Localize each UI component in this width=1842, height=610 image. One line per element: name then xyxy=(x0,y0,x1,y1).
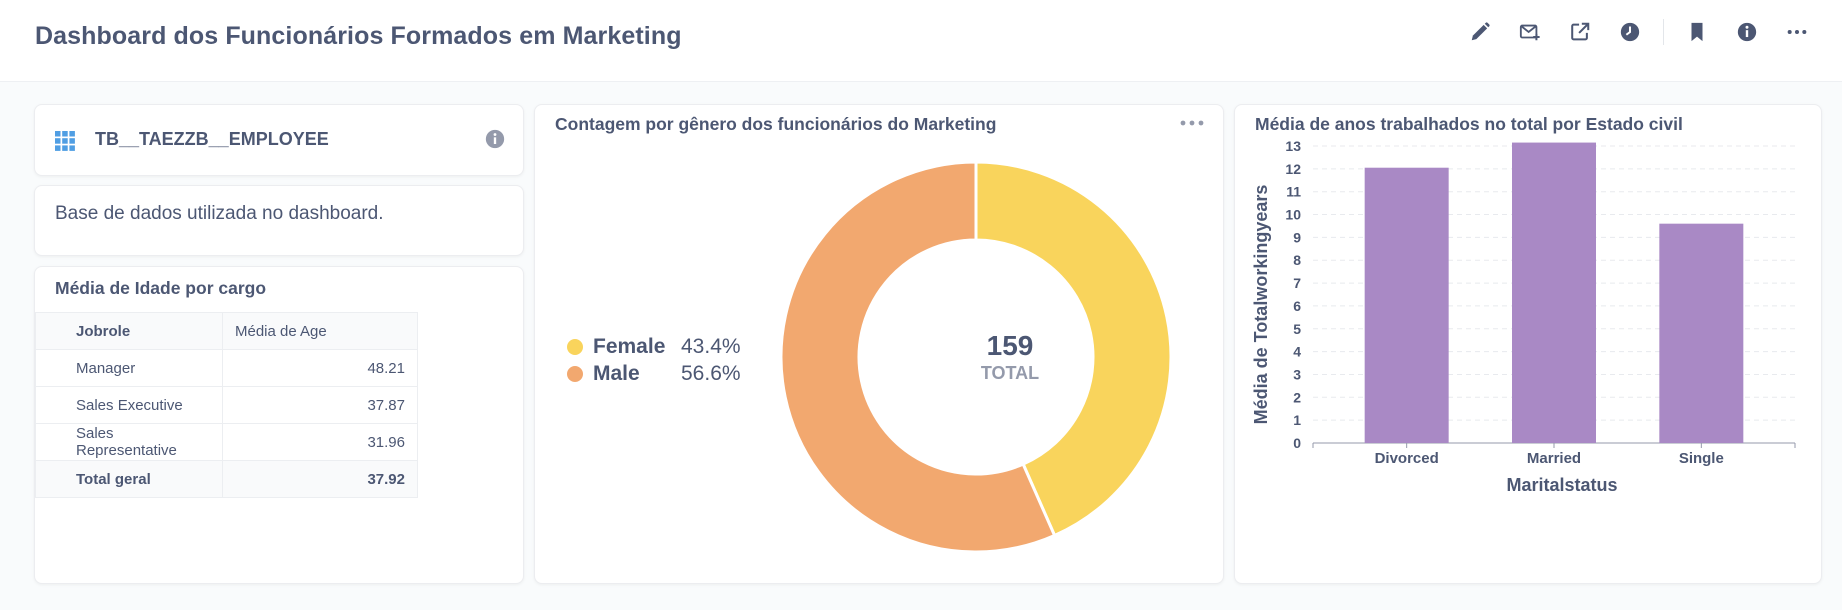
legend-swatch xyxy=(567,338,583,355)
table-row: Manager 48.21 xyxy=(35,349,418,387)
age-table-card: Média de Idade por cargo Jobrole Média d… xyxy=(34,266,524,584)
y-tick-label: 8 xyxy=(1293,252,1301,268)
row-value: 37.87 xyxy=(222,386,418,424)
y-tick-label: 4 xyxy=(1293,344,1301,360)
age-table: Jobrole Média de Age Manager 48.21 Sales… xyxy=(35,312,418,498)
row-value: 31.96 xyxy=(222,423,418,461)
legend-name: Female xyxy=(593,334,666,358)
y-tick-label: 0 xyxy=(1293,435,1301,451)
legend-swatch xyxy=(567,365,583,382)
legend-item-female[interactable]: Female 43.4% xyxy=(567,333,741,360)
x-tick-label: Divorced xyxy=(1375,450,1439,467)
total-value: 37.92 xyxy=(222,460,418,498)
table-name: TB__TAEZZB__EMPLOYEE xyxy=(95,129,329,149)
info-icon[interactable] xyxy=(1722,18,1772,46)
more-icon[interactable] xyxy=(1772,18,1822,46)
column-header-media-age[interactable]: Média de Age xyxy=(222,312,418,350)
grid-icon xyxy=(55,131,75,156)
history-icon[interactable] xyxy=(1605,18,1655,46)
donut-chart xyxy=(779,160,1173,554)
y-axis-label: Média de Totalworkingyears xyxy=(1251,185,1271,425)
text-card: Base de dados utilizada no dashboard. xyxy=(34,185,524,256)
bar-divorced[interactable] xyxy=(1364,167,1449,443)
legend-item-male[interactable]: Male 56.6% xyxy=(567,360,741,387)
x-tick-label: Single xyxy=(1679,450,1724,467)
bookmark-icon[interactable] xyxy=(1672,18,1722,46)
row-label: Sales Representative xyxy=(35,423,223,461)
bar-chart-title[interactable]: Média de anos trabalhados no total por E… xyxy=(1255,114,1683,134)
y-tick-label: 5 xyxy=(1293,321,1301,337)
subscription-icon[interactable] xyxy=(1505,18,1555,46)
table-total-row: Total geral 37.92 xyxy=(35,460,418,498)
info-icon[interactable] xyxy=(485,129,505,154)
more-icon[interactable] xyxy=(1179,113,1205,138)
legend-name: Male xyxy=(593,361,640,385)
donut-legend: Female 43.4% Male 56.6% xyxy=(567,333,741,387)
total-label: Total geral xyxy=(35,460,223,498)
bar-married[interactable] xyxy=(1512,142,1596,444)
y-tick-label: 10 xyxy=(1285,207,1301,223)
legend-percent: 43.4% xyxy=(681,334,741,358)
table-source-card[interactable]: TB__TAEZZB__EMPLOYEE xyxy=(34,104,524,176)
y-tick-label: 1 xyxy=(1293,412,1301,428)
row-label: Manager xyxy=(35,349,223,387)
x-tick-label: Married xyxy=(1527,450,1581,467)
dashboard-header: Dashboard dos Funcionários Formados em M… xyxy=(0,0,1842,82)
marital-bar-card: Média de anos trabalhados no total por E… xyxy=(1234,104,1822,584)
pencil-icon[interactable] xyxy=(1455,18,1505,46)
header-separator xyxy=(1663,19,1664,45)
y-tick-label: 6 xyxy=(1293,298,1301,314)
donut-slice-male[interactable] xyxy=(779,160,1057,554)
y-tick-label: 9 xyxy=(1293,229,1301,245)
dashboard-title: Dashboard dos Funcionários Formados em M… xyxy=(35,22,682,50)
donut-total-label: TOTAL xyxy=(980,363,1040,383)
column-header-jobrole[interactable]: Jobrole xyxy=(35,312,223,350)
y-tick-label: 3 xyxy=(1293,366,1301,382)
table-row: Sales Executive 37.87 xyxy=(35,386,418,424)
row-value: 48.21 xyxy=(222,349,418,387)
y-tick-label: 2 xyxy=(1293,389,1301,405)
y-tick-label: 7 xyxy=(1293,275,1301,291)
x-axis-label: Maritalstatus xyxy=(1506,475,1617,495)
y-tick-label: 12 xyxy=(1285,161,1301,177)
age-table-title[interactable]: Média de Idade por cargo xyxy=(55,278,267,298)
text-card-content: Base de dados utilizada no dashboard. xyxy=(55,203,384,224)
bar-single[interactable] xyxy=(1659,223,1744,443)
gender-donut-card: Contagem por gênero dos funcionários do … xyxy=(534,104,1224,584)
donut-total-value: 159 xyxy=(986,330,1034,361)
table-header-row: Jobrole Média de Age xyxy=(35,312,418,350)
y-tick-label: 13 xyxy=(1285,138,1301,154)
legend-percent: 56.6% xyxy=(681,361,741,385)
header-actions xyxy=(1455,18,1822,46)
donut-chart-title[interactable]: Contagem por gênero dos funcionários do … xyxy=(555,114,997,134)
row-label: Sales Executive xyxy=(35,386,223,424)
table-row: Sales Representative 31.96 xyxy=(35,423,418,461)
y-tick-label: 11 xyxy=(1286,184,1301,200)
donut-slice-female[interactable] xyxy=(974,160,1173,538)
share-icon[interactable] xyxy=(1555,18,1605,46)
